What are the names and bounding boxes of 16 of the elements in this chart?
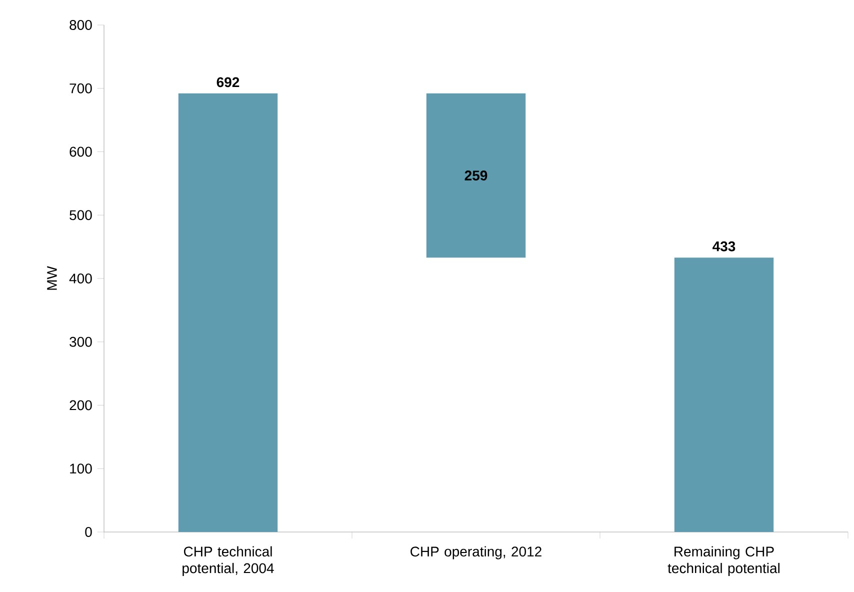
y-tick-label: 100 [70,464,92,474]
y-tick-label: 0 [85,527,92,537]
x-tick-label: Remaining CHP technical potential [668,546,780,576]
data-label: 692 [216,77,240,88]
y-tick-label: 700 [70,83,92,94]
x-tick-label: CHP technical potential, 2004 [182,546,274,576]
y-tick-label: 400 [69,274,92,284]
y-tick-label: 800 [70,20,92,30]
y-axis-title: MW [47,266,57,290]
y-tick-label: 200 [70,400,92,410]
data-label: 259 [464,170,488,180]
data-label: 433 [712,241,736,252]
y-tick-label: 300 [70,336,92,347]
y-tick-label: 600 [70,146,92,157]
y-tick-label: 500 [70,210,92,220]
x-tick-label: CHP operating, 2012 [410,546,542,560]
